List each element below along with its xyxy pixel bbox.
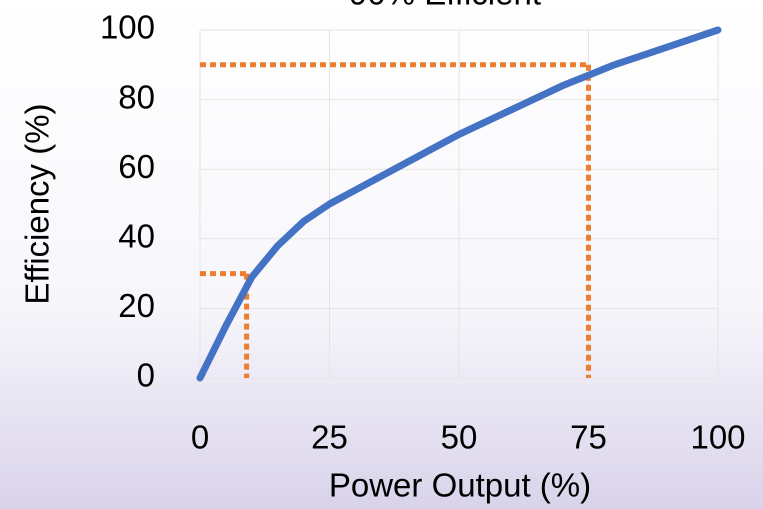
x-tick-label: 0 bbox=[191, 419, 209, 456]
chart-title: 90% Efficient bbox=[349, 0, 541, 12]
y-tick-label: 0 bbox=[137, 357, 155, 394]
x-tick-label: 100 bbox=[690, 419, 745, 456]
y-axis-title: Efficiency (%) bbox=[19, 103, 56, 304]
x-tick-label: 25 bbox=[311, 419, 348, 456]
x-axis-title: Power Output (%) bbox=[329, 467, 591, 504]
y-tick-label: 80 bbox=[118, 78, 155, 115]
background bbox=[0, 0, 763, 509]
x-tick-label: 75 bbox=[570, 419, 607, 456]
y-tick-label: 60 bbox=[118, 148, 155, 185]
y-tick-label: 20 bbox=[118, 287, 155, 324]
x-tick-label: 50 bbox=[441, 419, 478, 456]
y-tick-label: 40 bbox=[118, 218, 155, 255]
chart: 90% Efficient Efficiency (%) Power Outpu… bbox=[0, 0, 763, 509]
y-tick-label: 100 bbox=[100, 9, 155, 46]
